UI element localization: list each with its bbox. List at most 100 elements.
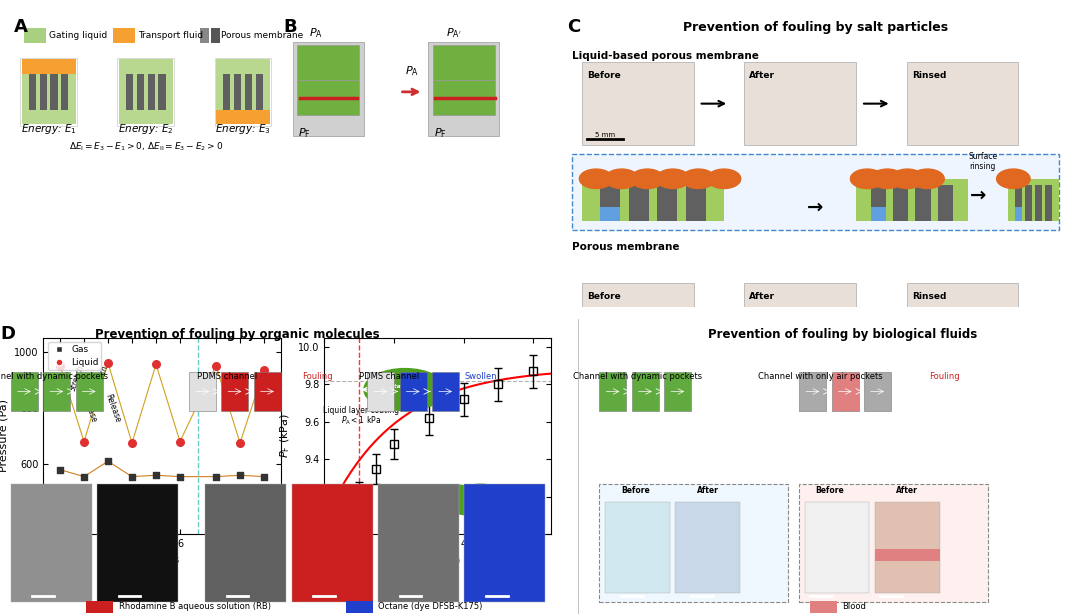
Bar xyxy=(22,60,76,124)
Bar xyxy=(1045,185,1052,221)
Bar xyxy=(62,74,68,110)
Text: Before: Before xyxy=(815,486,845,495)
Bar xyxy=(148,74,154,110)
FancyBboxPatch shape xyxy=(571,372,1059,425)
Bar xyxy=(86,600,113,613)
Text: Before: Before xyxy=(588,292,621,301)
Bar xyxy=(221,372,248,411)
Text: PDMS channel: PDMS channel xyxy=(359,372,419,381)
Text: After: After xyxy=(750,292,775,301)
Circle shape xyxy=(681,169,715,188)
Text: Channel with only air pockets: Channel with only air pockets xyxy=(758,372,883,381)
Circle shape xyxy=(461,484,500,502)
FancyBboxPatch shape xyxy=(571,154,1059,230)
Point xyxy=(52,465,69,475)
Circle shape xyxy=(481,488,524,508)
Text: 5 mm: 5 mm xyxy=(595,131,615,138)
Bar xyxy=(629,185,649,221)
Bar xyxy=(76,372,103,411)
Bar xyxy=(29,74,36,110)
Text: Before: Before xyxy=(621,486,650,495)
Circle shape xyxy=(364,368,446,411)
Bar xyxy=(51,74,57,110)
Text: Release: Release xyxy=(104,393,122,424)
Y-axis label: $P_{\rm F}$ (kPa): $P_{\rm F}$ (kPa) xyxy=(279,414,293,458)
Circle shape xyxy=(707,169,741,188)
Bar xyxy=(605,502,670,593)
Text: Liquid-based porous matrix: Liquid-based porous matrix xyxy=(393,507,499,516)
Text: Prevention of fouling by organic molecules: Prevention of fouling by organic molecul… xyxy=(95,328,380,341)
Circle shape xyxy=(605,169,638,188)
Bar xyxy=(159,74,165,110)
Text: Before: Before xyxy=(588,71,621,80)
Text: Rinsed: Rinsed xyxy=(912,292,946,301)
Text: A: A xyxy=(13,18,27,36)
Bar xyxy=(1036,185,1042,221)
Point xyxy=(123,472,140,481)
Bar xyxy=(875,502,940,593)
FancyBboxPatch shape xyxy=(744,284,856,366)
Bar xyxy=(21,58,77,126)
Point xyxy=(99,456,117,466)
Text: $P_{\rm F}$: $P_{\rm F}$ xyxy=(298,126,311,140)
Bar xyxy=(97,484,178,602)
Bar xyxy=(400,372,427,411)
FancyBboxPatch shape xyxy=(297,45,360,80)
Text: Prevention of fouling by biological fluids: Prevention of fouling by biological flui… xyxy=(707,328,977,341)
Bar xyxy=(367,372,394,411)
Bar xyxy=(864,372,891,411)
Text: C: C xyxy=(567,18,580,36)
Point xyxy=(147,359,164,369)
Bar xyxy=(43,372,70,411)
Text: Octane (dye DFSB-K175): Octane (dye DFSB-K175) xyxy=(378,602,483,611)
Bar xyxy=(25,28,46,43)
Text: Blood: Blood xyxy=(842,602,866,611)
Point xyxy=(207,472,225,481)
FancyBboxPatch shape xyxy=(799,484,988,602)
Point xyxy=(52,361,69,371)
Bar xyxy=(292,484,373,602)
Bar xyxy=(256,74,262,110)
Circle shape xyxy=(430,484,477,507)
Text: Channel with dynamic pockets: Channel with dynamic pockets xyxy=(0,372,108,381)
Text: Prevention of fouling by salt particles: Prevention of fouling by salt particles xyxy=(683,21,948,34)
Bar xyxy=(346,600,373,613)
Circle shape xyxy=(850,169,883,188)
FancyBboxPatch shape xyxy=(744,63,856,145)
Bar xyxy=(234,74,241,110)
Text: PDMS channel: PDMS channel xyxy=(197,372,257,381)
Text: →: → xyxy=(970,185,986,204)
FancyBboxPatch shape xyxy=(297,80,360,115)
Point xyxy=(172,472,189,481)
Bar xyxy=(254,372,281,411)
X-axis label: Cycles: Cycles xyxy=(144,554,180,565)
Point xyxy=(76,437,93,446)
Bar xyxy=(1025,185,1032,221)
Bar xyxy=(1015,207,1022,221)
Text: $P_{\rm A}$: $P_{\rm A}$ xyxy=(405,64,418,78)
Text: Porous membrane: Porous membrane xyxy=(221,31,303,41)
Text: Fouling: Fouling xyxy=(302,372,333,381)
Bar xyxy=(799,372,826,411)
Bar xyxy=(600,185,620,221)
Circle shape xyxy=(910,169,944,188)
FancyBboxPatch shape xyxy=(599,484,788,602)
FancyBboxPatch shape xyxy=(582,284,693,366)
Text: Energy: $E_2$: Energy: $E_2$ xyxy=(118,122,174,136)
Bar xyxy=(215,58,271,126)
Bar xyxy=(432,372,459,411)
Point xyxy=(76,472,93,481)
Bar xyxy=(118,58,174,126)
Bar xyxy=(119,60,173,124)
FancyBboxPatch shape xyxy=(293,42,364,136)
Point xyxy=(99,358,117,368)
FancyBboxPatch shape xyxy=(433,45,495,80)
Bar xyxy=(205,484,286,602)
FancyBboxPatch shape xyxy=(907,63,1018,145)
Bar xyxy=(11,484,92,602)
Text: Porous membrane: Porous membrane xyxy=(571,242,679,252)
Text: Rhodamine B aqueous solution (RB): Rhodamine B aqueous solution (RB) xyxy=(119,602,271,611)
Bar xyxy=(22,60,76,74)
Bar xyxy=(113,28,135,43)
Text: Surface
rinsing: Surface rinsing xyxy=(969,152,998,171)
